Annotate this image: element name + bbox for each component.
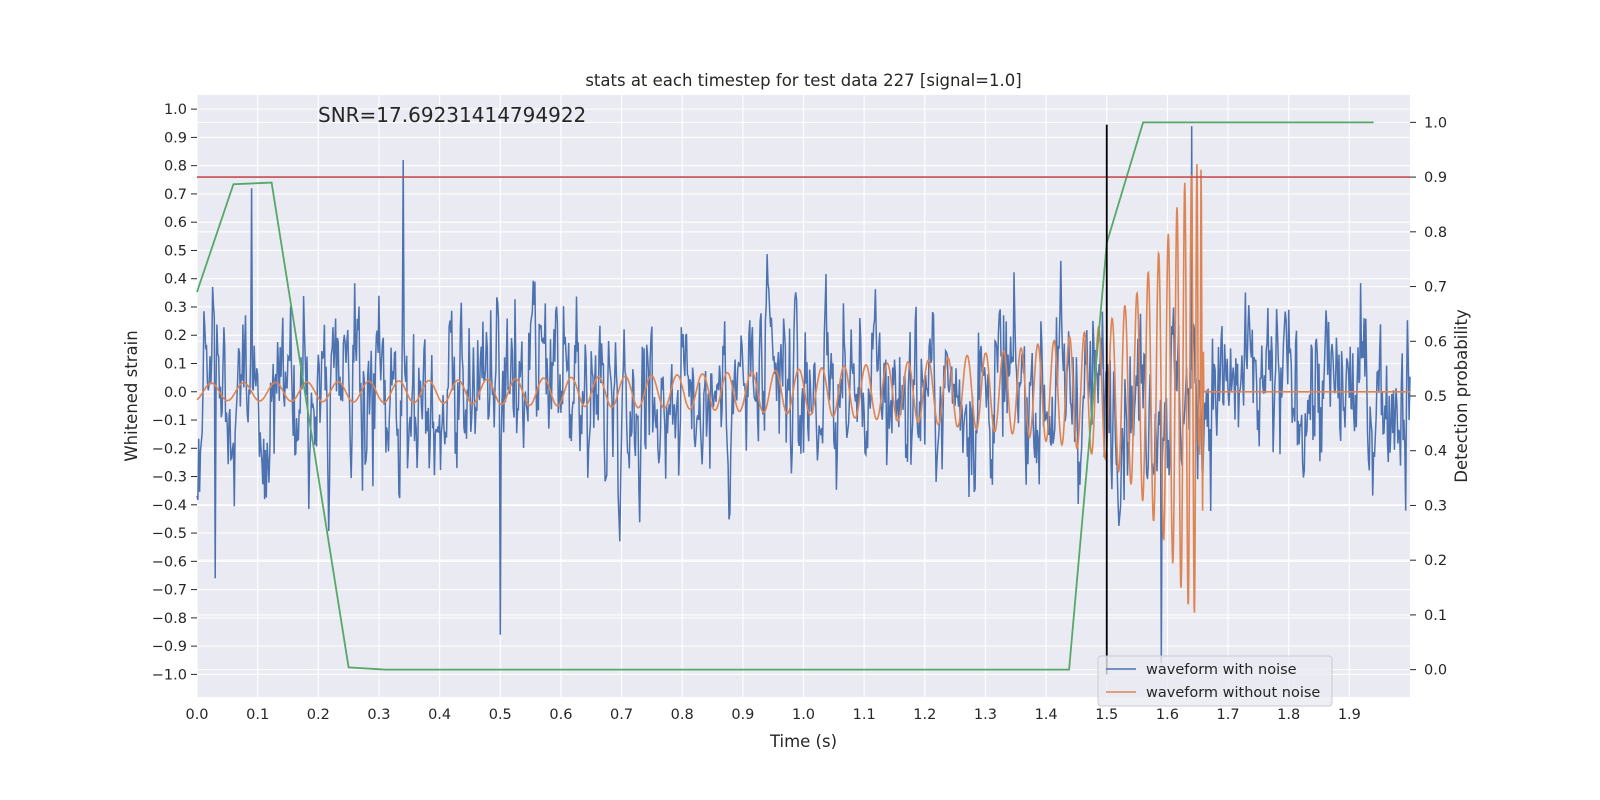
x-tick-label: 1.9 bbox=[1338, 707, 1361, 723]
y2-tick-label: 0.5 bbox=[1424, 389, 1447, 405]
series-waveform-without-noise bbox=[196, 164, 1410, 613]
y-tick-label: 0.1 bbox=[164, 356, 187, 372]
y-tick-label: −0.6 bbox=[152, 554, 187, 570]
x-tick-label: 1.0 bbox=[792, 707, 815, 723]
y-tick-label: −1.0 bbox=[152, 667, 187, 683]
noise-trace bbox=[196, 126, 1411, 664]
y-tick-label: 1.0 bbox=[164, 102, 187, 118]
y2-tick-label: 0.3 bbox=[1424, 498, 1447, 514]
y-tick-label: 0.8 bbox=[164, 159, 187, 175]
y2-tick-label: 0.9 bbox=[1424, 170, 1447, 186]
y2-tick-label: 0.0 bbox=[1424, 663, 1447, 679]
y-tick-label: −0.3 bbox=[152, 470, 187, 486]
legend: waveform with noise waveform without noi… bbox=[1097, 655, 1333, 707]
y-tick-label: 0.3 bbox=[164, 300, 187, 316]
x-tick-label: 0.7 bbox=[610, 707, 633, 723]
clean-trace bbox=[196, 164, 1410, 613]
x-tick-label: 0.5 bbox=[489, 707, 512, 723]
x-tick-label: 0.9 bbox=[731, 707, 754, 723]
x-tick-label: 1.3 bbox=[974, 707, 997, 723]
x-tick-label: 1.6 bbox=[1156, 707, 1179, 723]
x-axis-label: Time (s) bbox=[769, 732, 837, 751]
y2-tick-label: 0.7 bbox=[1424, 280, 1447, 296]
x-tick-label: 1.4 bbox=[1035, 707, 1058, 723]
y-tick-label: −0.8 bbox=[152, 611, 187, 627]
y-tick-label: −0.9 bbox=[152, 639, 187, 655]
x-tick-label: 0.3 bbox=[367, 707, 390, 723]
y2-tick-label: 0.2 bbox=[1424, 553, 1447, 569]
y-tick-label: −0.2 bbox=[152, 441, 187, 457]
y-tick-label: −0.7 bbox=[152, 583, 187, 599]
y2-axis-label: Detection probability bbox=[1452, 309, 1471, 483]
x-tick-label: 0.1 bbox=[246, 707, 269, 723]
legend-label-clean: waveform without noise bbox=[1146, 685, 1320, 701]
x-tick-label: 1.2 bbox=[913, 707, 936, 723]
y2-tick-label: 1.0 bbox=[1424, 115, 1447, 131]
x-tick-label: 1.7 bbox=[1217, 707, 1240, 723]
x-tick-label: 0.6 bbox=[549, 707, 572, 723]
y2-tick-label: 0.1 bbox=[1424, 608, 1447, 624]
y-tick-label: 0.4 bbox=[164, 272, 187, 288]
y-tick-label: −0.5 bbox=[152, 526, 187, 542]
x-tick-label: 1.1 bbox=[853, 707, 876, 723]
legend-label-noise: waveform with noise bbox=[1146, 662, 1297, 678]
y-tick-label: 0.5 bbox=[164, 243, 187, 259]
y-tick-label: 0.7 bbox=[164, 187, 187, 203]
series-detection-probability bbox=[196, 121, 1374, 671]
x-tick-label: 0.2 bbox=[307, 707, 330, 723]
snr-annotation: SNR=17.69231414794922 bbox=[318, 103, 586, 127]
y-tick-label: 0.6 bbox=[164, 215, 187, 231]
y-axis-ticks: 1.0 0.9 0.8 0.7 0.6 0.5 0.4 0.3 0.2 0.1 0.0 −0.1 −0.… bbox=[152, 102, 197, 683]
y2-axis-ticks: 1.0 0.9 0.8 0.7 0.6 0.5 0.4 0.3 0.2 0.1 0.0 bbox=[1410, 115, 1447, 679]
legend-box bbox=[1097, 655, 1333, 707]
x-axis-ticks: 0.0 0.1 0.2 0.3 0.4 0.5 0.6 0.7 0.8 0.9 1.0 1.1 1.2 1… bbox=[185, 707, 1360, 723]
y2-tick-label: 0.6 bbox=[1424, 334, 1447, 350]
x-tick-label: 0.0 bbox=[185, 707, 208, 723]
y2-tick-label: 0.4 bbox=[1424, 444, 1447, 460]
probability-trace bbox=[196, 121, 1374, 671]
x-tick-label: 1.8 bbox=[1277, 707, 1300, 723]
chart-title: stats at each timestep for test data 227… bbox=[585, 71, 1021, 90]
x-tick-label: 1.5 bbox=[1095, 707, 1118, 723]
x-tick-label: 0.4 bbox=[428, 707, 451, 723]
y-tick-label: 0.0 bbox=[164, 385, 187, 401]
series-waveform-with-noise bbox=[196, 126, 1411, 664]
y-tick-label: 0.9 bbox=[164, 130, 187, 146]
y-tick-label: −0.1 bbox=[152, 413, 187, 429]
y-axis-label: Whitened strain bbox=[122, 330, 141, 461]
y2-tick-label: 0.8 bbox=[1424, 225, 1447, 241]
y-tick-label: 0.2 bbox=[164, 328, 187, 344]
y-tick-label: −0.4 bbox=[152, 498, 187, 514]
reference-lines bbox=[197, 124, 1410, 675]
x-tick-label: 0.8 bbox=[671, 707, 694, 723]
